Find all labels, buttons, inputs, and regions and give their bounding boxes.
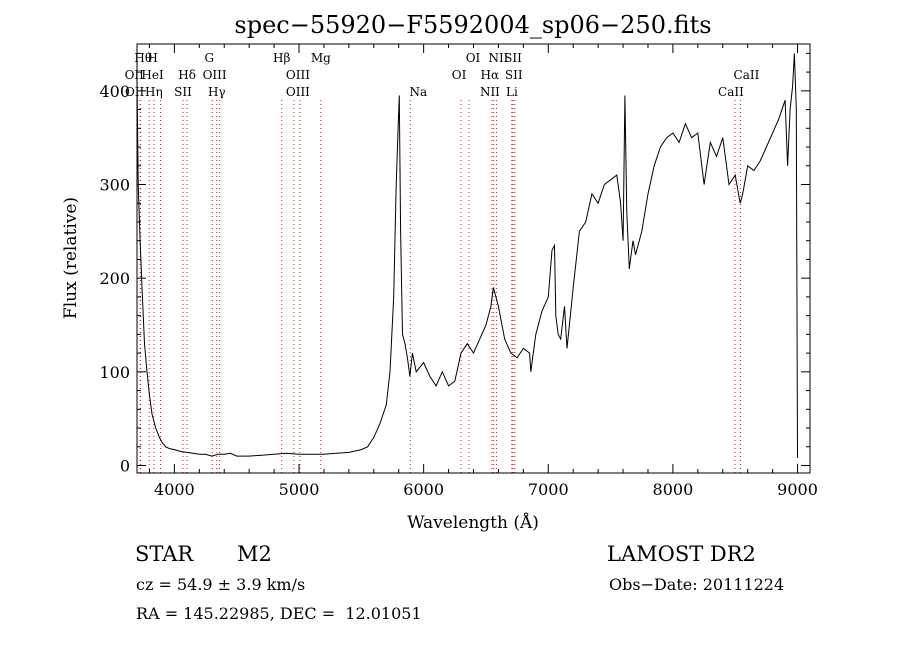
line-markers (139, 100, 741, 473)
line-marker-label: OII (125, 85, 145, 99)
line-marker-label: Hθ (134, 51, 152, 65)
object-subclass: M2 (237, 542, 272, 566)
line-marker-label: OI (452, 68, 467, 82)
redshift-cz: cz = 54.9 ± 3.9 km/s (136, 575, 306, 594)
y-tick-label: 0 (120, 457, 130, 476)
line-marker-label: SII (174, 85, 192, 99)
chart-title: spec−55920−F5592004_sp06−250.fits (234, 11, 711, 39)
x-tick-label: 6000 (403, 480, 444, 499)
y-tick-label: 200 (99, 269, 130, 288)
x-tick-label: 4000 (154, 480, 195, 499)
survey-name: LAMOST DR2 (607, 542, 756, 566)
axes: 4000 5000 6000 7000 8000 9000 0 100 200 300 400 (99, 44, 818, 499)
line-marker-label: SII (504, 51, 522, 65)
observation-date: Obs−Date: 20111224 (609, 575, 785, 594)
object-class: STAR (135, 542, 194, 566)
line-marker-label: NII (488, 51, 508, 65)
line-marker-label: Hη (145, 85, 163, 99)
line-marker-label: OIII (203, 68, 227, 82)
line-marker-label: Hα (481, 68, 500, 82)
y-axis-label: Flux (relative) (61, 197, 81, 319)
line-marker-labels: HθOIIOIIHHeIHηHδSIIGOIIIHγHβOIIIOIIIMgNa… (125, 51, 760, 99)
line-marker-label: NII (480, 85, 500, 99)
spectrum-line (136, 53, 798, 459)
x-tick-label: 7000 (528, 480, 569, 499)
x-axis-label: Wavelength (Å) (407, 512, 539, 533)
y-tick-label: 100 (99, 363, 130, 382)
line-marker-label: CaII (718, 85, 744, 99)
y-tick-label: 400 (99, 82, 130, 101)
line-marker-label: OIII (286, 85, 310, 99)
line-marker-label: HeI (141, 68, 164, 82)
line-marker-label: OII (125, 68, 145, 82)
line-marker-label: Na (409, 85, 427, 99)
line-marker-label: Hδ (178, 68, 196, 82)
line-marker-label: Mg (311, 51, 331, 65)
x-tick-label: 9000 (777, 480, 818, 499)
x-tick-label: 8000 (653, 480, 694, 499)
line-marker-label: OI (466, 51, 481, 65)
plot-frame (136, 43, 811, 474)
line-marker-label: OIII (286, 68, 310, 82)
x-tick-label: 5000 (279, 480, 320, 499)
coordinates: RA = 145.22985, DEC = 12.01051 (136, 604, 422, 623)
y-tick-label: 300 (99, 176, 130, 195)
line-marker-label: Li (506, 85, 518, 99)
line-marker-label: Hγ (208, 85, 226, 99)
line-marker-label: H (147, 51, 157, 65)
line-marker-label: CaII (734, 68, 760, 82)
line-marker-label: Hβ (273, 51, 290, 65)
line-marker-label: SII (505, 68, 523, 82)
line-marker-label: G (204, 51, 214, 65)
